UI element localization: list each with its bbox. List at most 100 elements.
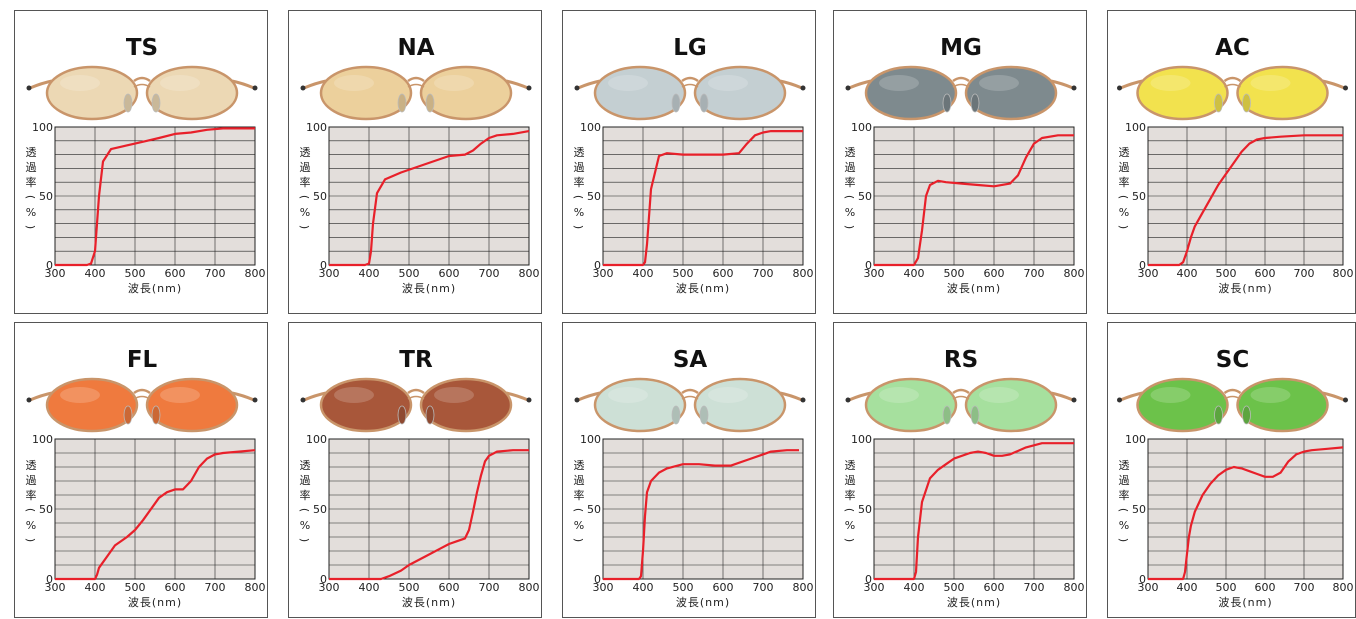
x-tick-label: 500 <box>399 581 420 594</box>
x-tick-label: 800 <box>519 581 540 594</box>
svg-text:%: % <box>1119 519 1129 532</box>
svg-text:率: 率 <box>845 175 856 189</box>
y-tick-label: 0 <box>865 573 872 586</box>
svg-text:): ) <box>298 225 311 229</box>
x-tick-label: 700 <box>1024 581 1045 594</box>
chart-title-sa: SA <box>673 347 708 373</box>
x-axis-label: 波長(nm) <box>676 282 730 295</box>
x-axis-label: 波長(nm) <box>128 596 182 609</box>
x-tick-label: 500 <box>944 581 965 594</box>
svg-text:%: % <box>574 206 584 219</box>
y-tick-label: 100 <box>1125 433 1146 446</box>
svg-text:過: 過 <box>845 474 856 487</box>
svg-text:%: % <box>845 519 855 532</box>
svg-text:): ) <box>1117 538 1130 542</box>
y-tick-label: 100 <box>580 433 601 446</box>
svg-text:): ) <box>572 538 585 542</box>
glasses-illustration <box>574 65 806 121</box>
panel-na: NA 300 400 500 600 700 800 0 50 100 波長(nm) 透過率 (%) <box>288 10 542 314</box>
glasses-illustration <box>574 377 806 433</box>
svg-text:(: ( <box>843 195 856 199</box>
panel-rs: RS 300 400 500 600 700 800 0 50 100 波長(nm) 透過率 (%) <box>833 322 1087 618</box>
transmittance-curve <box>603 449 799 581</box>
y-tick-label: 100 <box>1125 121 1146 134</box>
svg-text:): ) <box>298 538 311 542</box>
x-tick-label: 800 <box>793 581 814 594</box>
svg-text:過: 過 <box>26 474 37 487</box>
transmittance-curve <box>874 134 1074 267</box>
y-tick-label: 0 <box>1139 259 1146 272</box>
y-axis-label: 透過率 (%) <box>843 459 856 542</box>
transmittance-curve <box>329 130 530 267</box>
svg-text:率: 率 <box>845 488 856 502</box>
y-tick-label: 100 <box>32 121 53 134</box>
svg-text:率: 率 <box>300 175 311 189</box>
svg-text:(: ( <box>24 195 37 199</box>
lens-left <box>45 377 139 433</box>
chart-sc: SC 300 400 500 600 700 800 0 50 100 波長(nm) 透過率 (%) <box>1117 347 1354 609</box>
y-tick-label: 0 <box>1139 573 1146 586</box>
svg-text:率: 率 <box>574 488 585 502</box>
x-axis-label: 波長(nm) <box>128 282 182 295</box>
y-axis-label: 透過率 (%) <box>24 146 37 229</box>
x-tick-label: 700 <box>205 267 226 280</box>
x-tick-label: 700 <box>205 581 226 594</box>
lens-right <box>145 377 239 433</box>
lens-right <box>419 65 513 121</box>
svg-text:%: % <box>845 206 855 219</box>
svg-text:透: 透 <box>1119 146 1130 159</box>
svg-text:): ) <box>843 225 856 229</box>
x-tick-label: 700 <box>479 581 500 594</box>
svg-text:過: 過 <box>574 474 585 487</box>
svg-text:): ) <box>24 225 37 229</box>
svg-text:率: 率 <box>574 175 585 189</box>
x-tick-label: 600 <box>165 581 186 594</box>
svg-text:透: 透 <box>26 146 37 159</box>
lens-left <box>1136 65 1229 121</box>
x-tick-label: 500 <box>944 267 965 280</box>
x-tick-label: 600 <box>984 267 1005 280</box>
svg-text:過: 過 <box>574 161 585 174</box>
x-tick-label: 300 <box>45 581 66 594</box>
x-tick-label: 700 <box>1294 581 1315 594</box>
lens-right <box>693 377 787 433</box>
x-tick-label: 800 <box>1333 581 1354 594</box>
panel-tr: TR 300 400 500 600 700 800 0 50 100 波長(nm) 透過率 (%) <box>288 322 542 618</box>
x-tick-label: 300 <box>864 267 885 280</box>
lens-right <box>1236 65 1329 121</box>
x-tick-label: 700 <box>479 267 500 280</box>
svg-text:): ) <box>1117 225 1130 229</box>
y-tick-label: 0 <box>46 259 53 272</box>
x-tick-label: 500 <box>399 267 420 280</box>
x-tick-label: 600 <box>1255 267 1276 280</box>
svg-text:透: 透 <box>845 146 856 159</box>
x-tick-label: 400 <box>85 581 106 594</box>
svg-text:): ) <box>843 538 856 542</box>
y-axis-label: 透過率 (%) <box>24 459 37 542</box>
panel-ts: TS 300 400 500 600 700 800 0 50 100 波長(nm) 透過率 (%) <box>14 10 268 314</box>
x-tick-label: 600 <box>165 267 186 280</box>
x-tick-label: 300 <box>1138 267 1159 280</box>
x-tick-label: 800 <box>245 267 266 280</box>
svg-text:過: 過 <box>300 161 311 174</box>
panel-mg: MG 300 400 500 600 700 800 0 50 100 波長(nm) 透過率 (%) <box>833 10 1087 314</box>
y-tick-label: 100 <box>580 121 601 134</box>
x-tick-label: 300 <box>319 581 340 594</box>
x-axis-label: 波長(nm) <box>402 282 456 295</box>
svg-text:率: 率 <box>1119 488 1130 502</box>
chart-mg: MG 300 400 500 600 700 800 0 50 100 波長(nm) 透過率 (%) <box>843 35 1085 295</box>
x-tick-label: 300 <box>593 267 614 280</box>
chart-sa: SA 300 400 500 600 700 800 0 50 100 波長(nm) 透過率 (%) <box>572 347 814 609</box>
y-tick-label: 100 <box>32 433 53 446</box>
x-tick-label: 600 <box>439 267 460 280</box>
transmittance-curve <box>603 129 803 267</box>
x-tick-label: 500 <box>673 267 694 280</box>
x-tick-label: 700 <box>753 581 774 594</box>
x-tick-label: 800 <box>1333 267 1354 280</box>
svg-text:過: 過 <box>1119 474 1130 487</box>
lens-left <box>319 377 413 433</box>
lens-right <box>964 65 1058 121</box>
lens-left <box>319 65 413 121</box>
x-tick-label: 400 <box>633 581 654 594</box>
lens-right <box>693 65 787 121</box>
